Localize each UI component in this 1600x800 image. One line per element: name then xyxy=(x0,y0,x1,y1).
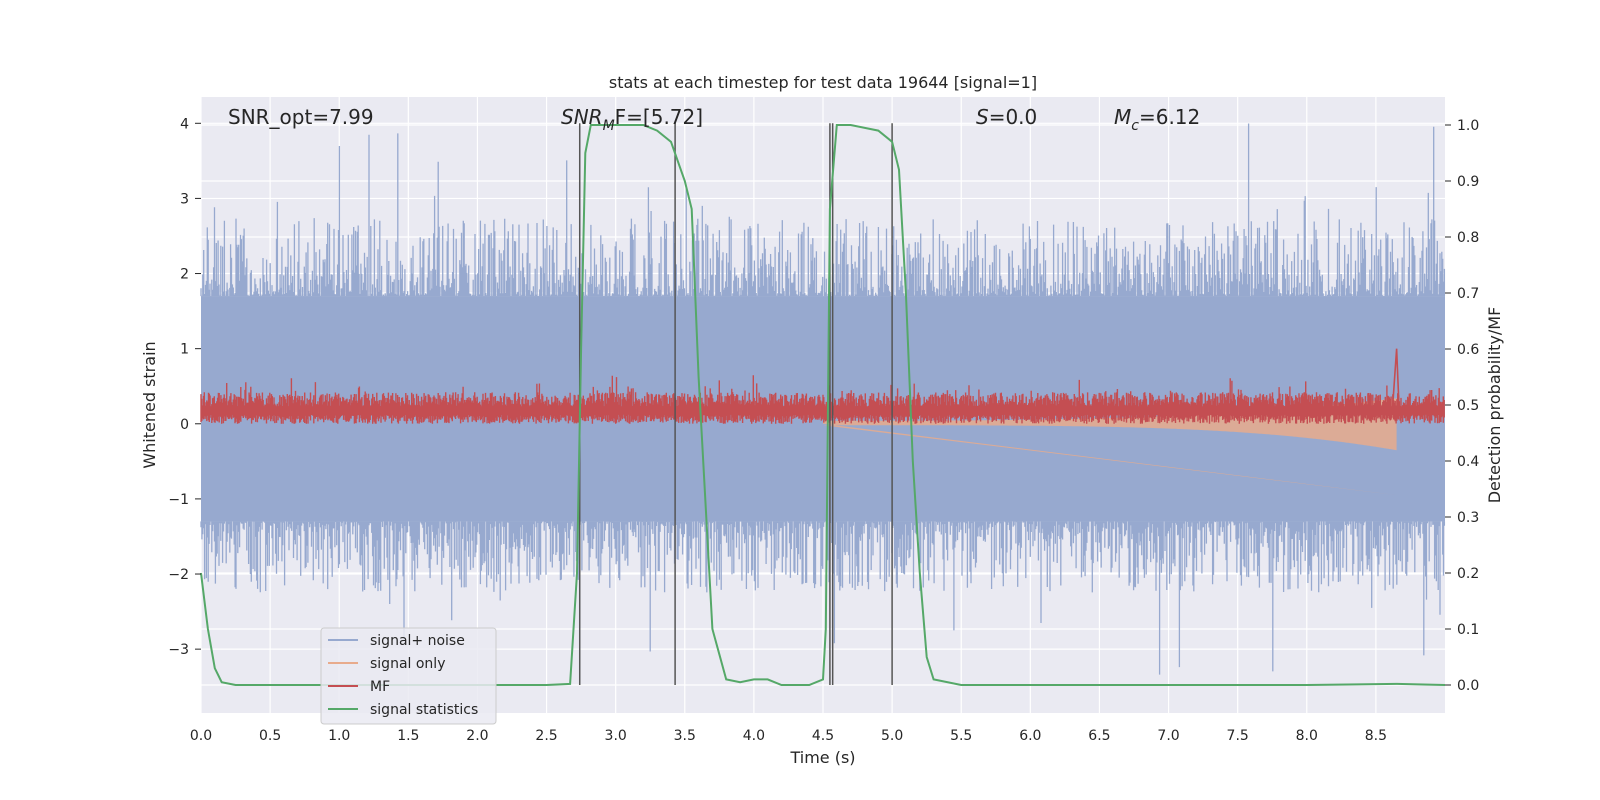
x-tick-label: 7.0 xyxy=(1157,728,1179,744)
s-label: S xyxy=(976,105,989,129)
legend: signal+ noise signal only MF signal stat… xyxy=(320,627,497,725)
snr-mf-sub: M xyxy=(603,118,615,134)
legend-label-mf: MF xyxy=(370,679,390,695)
y2-tick-labels: 0.0 0.1 0.2 0.3 0.4 0.5 0.6 0.7 0.8 0.9 1.0 xyxy=(1445,118,1479,694)
snr-opt-annotation: SNR_opt=7.99 xyxy=(228,105,374,129)
legend-label-noise: signal+ noise xyxy=(370,633,465,649)
y-tick-label: −2 xyxy=(168,567,189,583)
y-tick-label: 1 xyxy=(180,342,189,358)
x-tick-labels: 0.0 0.5 1.0 1.5 2.0 2.5 3.0 3.5 4.0 4.5 5.0 5.5 6.0 6… xyxy=(190,728,1387,744)
y-tick-label: 3 xyxy=(180,191,189,207)
legend-label-signal-only: signal only xyxy=(370,656,445,672)
mc-label: M xyxy=(1114,105,1131,129)
x-tick-label: 2.5 xyxy=(535,728,557,744)
x-tick-label: 0.0 xyxy=(190,728,212,744)
x-tick-label: 8.5 xyxy=(1365,728,1387,744)
legend-box xyxy=(320,627,497,725)
x-tick-label: 6.5 xyxy=(1088,728,1110,744)
y-tick-label: 4 xyxy=(180,116,189,132)
y2-tick-label: 0.8 xyxy=(1457,230,1479,246)
x-tick-label: 5.0 xyxy=(881,728,903,744)
snr-mf-value: F=[5.72] xyxy=(615,105,703,129)
y-tick-label: −1 xyxy=(168,492,189,508)
x-tick-label: 1.0 xyxy=(328,728,350,744)
x-tick-label: 6.0 xyxy=(1019,728,1041,744)
y2-tick-label: 0.2 xyxy=(1457,566,1479,582)
s-value: =0.0 xyxy=(989,105,1038,129)
legend-label-signal-statistics: signal statistics xyxy=(370,702,478,718)
y2-tick-label: 0.0 xyxy=(1457,678,1479,694)
s-annotation: S=0.0 xyxy=(976,105,1037,129)
chart-title: stats at each timestep for test data 196… xyxy=(609,73,1037,92)
mc-value: =6.12 xyxy=(1139,105,1200,129)
y2-tick-label: 1.0 xyxy=(1457,118,1479,134)
x-tick-label: 5.5 xyxy=(950,728,972,744)
x-tick-label: 2.0 xyxy=(466,728,488,744)
x-tick-label: 1.5 xyxy=(397,728,419,744)
snr-mf-label: SNR xyxy=(561,105,603,129)
y-axis-label: Whitened strain xyxy=(140,341,159,468)
mc-sub: c xyxy=(1131,118,1139,134)
y2-tick-label: 0.6 xyxy=(1457,342,1479,358)
y-tick-labels: −3 −2 −1 0 1 2 3 4 xyxy=(168,116,201,658)
x-tick-label: 4.0 xyxy=(743,728,765,744)
y2-tick-label: 0.3 xyxy=(1457,510,1479,526)
y2-axis-label: Detection probability/MF xyxy=(1485,307,1504,504)
y2-tick-label: 0.9 xyxy=(1457,174,1479,190)
x-tick-label: 4.5 xyxy=(812,728,834,744)
y-tick-label: 2 xyxy=(180,267,189,283)
x-tick-label: 3.5 xyxy=(674,728,696,744)
y2-tick-label: 0.5 xyxy=(1457,398,1479,414)
y2-tick-label: 0.7 xyxy=(1457,286,1479,302)
y2-tick-label: 0.1 xyxy=(1457,622,1479,638)
mc-annotation: Mc=6.12 xyxy=(1114,105,1200,134)
y-tick-label: −3 xyxy=(168,642,189,658)
detection-vlines xyxy=(578,123,893,685)
mf-peak xyxy=(1391,348,1401,417)
y-tick-label: 0 xyxy=(180,417,189,433)
y2-tick-label: 0.4 xyxy=(1457,454,1479,470)
x-tick-label: 7.5 xyxy=(1227,728,1249,744)
x-tick-label: 0.5 xyxy=(259,728,281,744)
x-tick-label: 3.0 xyxy=(605,728,627,744)
snr-mf-annotation: SNRMF=[5.72] xyxy=(561,105,703,134)
x-axis-label: Time (s) xyxy=(789,748,855,767)
x-tick-label: 8.0 xyxy=(1296,728,1318,744)
